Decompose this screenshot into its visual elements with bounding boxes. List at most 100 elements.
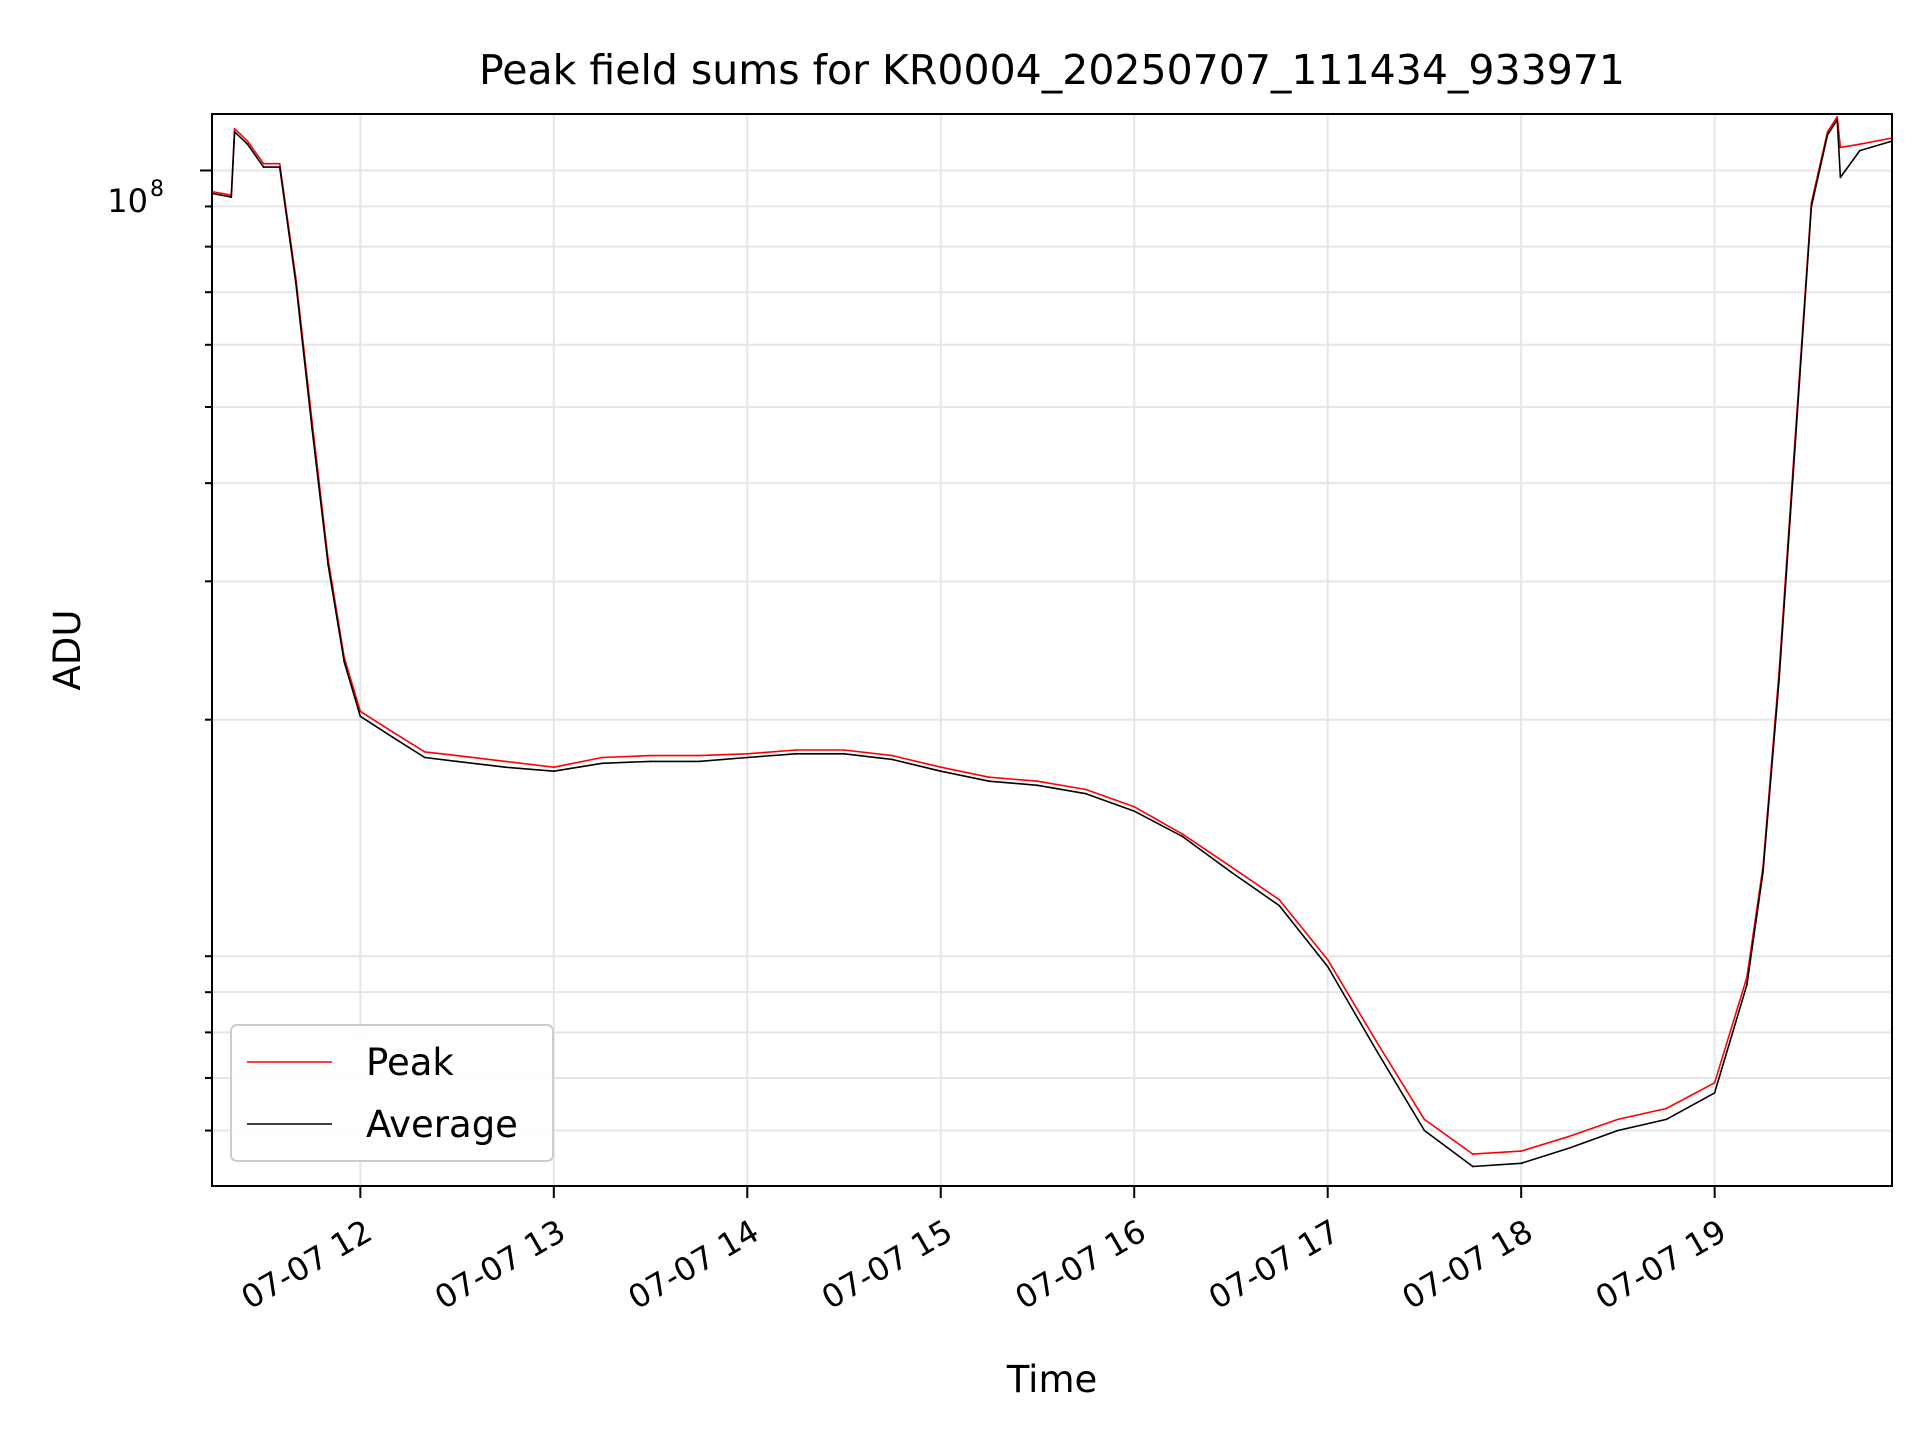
data-point-peak (1085, 788, 1087, 791)
data-point-average (1762, 871, 1764, 873)
data-point-peak (1568, 1135, 1571, 1138)
x-tick-label: 07-07 19 (1589, 1212, 1733, 1317)
data-point-average (1520, 1162, 1523, 1165)
data-point-average (1794, 442, 1797, 444)
series-line-average (211, 119, 1893, 1168)
y-tick-exponent: 8 (150, 177, 164, 202)
data-point-average (391, 736, 394, 739)
data-point-peak (988, 776, 990, 779)
data-point-average (746, 756, 749, 759)
data-point-average (1133, 810, 1136, 812)
data-point-average (1471, 1165, 1474, 1168)
data-point-average (1858, 149, 1861, 152)
data-point-average (456, 760, 458, 763)
legend-label-average: Average (366, 1103, 518, 1146)
data-point-average (278, 166, 281, 169)
y-axis-label: ADU (46, 610, 89, 691)
data-point-average (311, 427, 313, 429)
x-tick-label: 07-07 17 (1202, 1212, 1346, 1317)
data-point-average (794, 752, 797, 755)
data-point-average (343, 660, 346, 663)
data-point-peak (1713, 1081, 1716, 1084)
data-point-average (1423, 1129, 1426, 1132)
x-tick-label: 07-07 12 (235, 1212, 379, 1317)
plot-frame (211, 113, 1893, 1187)
data-point-peak (391, 731, 394, 733)
data-point-average (1375, 1049, 1377, 1051)
data-point-peak (1858, 143, 1861, 146)
x-tick-label: 07-07 16 (1009, 1212, 1153, 1317)
data-point-average (552, 770, 555, 773)
data-point-peak (246, 140, 249, 143)
data-point-peak (1839, 146, 1842, 149)
x-axis-label: Time (1006, 1358, 1098, 1401)
data-point-peak (552, 766, 555, 769)
y-tick-label-1e8: 10 8 (107, 177, 164, 220)
data-point-peak (1278, 898, 1281, 901)
legend-box (230, 1024, 554, 1162)
data-point-average (1746, 983, 1748, 986)
x-tick-label: 07-07 18 (1396, 1212, 1540, 1317)
data-point-peak (1375, 1040, 1377, 1042)
data-point-average (1181, 835, 1184, 838)
data-point-average (423, 756, 426, 759)
legend-label-peak: Peak (366, 1041, 454, 1084)
data-point-peak (262, 162, 265, 165)
data-point-peak (1423, 1118, 1426, 1121)
data-point-average (1665, 1118, 1668, 1121)
data-point-peak (423, 751, 426, 753)
data-point-peak (1471, 1153, 1474, 1155)
data-point-average (891, 758, 894, 761)
data-point-average (1230, 871, 1232, 873)
data-point-peak (1665, 1107, 1668, 1110)
data-point-peak (1617, 1118, 1619, 1121)
data-point-peak (601, 756, 604, 759)
data-point-peak (939, 766, 942, 769)
data-point-average (939, 770, 942, 773)
data-point-average (262, 166, 265, 169)
data-point-average (1826, 134, 1829, 136)
data-point-peak (504, 760, 507, 763)
data-point-average (230, 196, 233, 199)
data-point-average (1085, 792, 1087, 795)
data-point-average (1836, 118, 1839, 121)
data-point-peak (891, 754, 894, 757)
data-point-average (843, 752, 845, 755)
y-tick-base: 10 (107, 182, 148, 220)
x-tick-label: 07-07 14 (622, 1212, 766, 1317)
data-point-average (246, 143, 249, 146)
data-point-peak (359, 710, 362, 713)
data-point-peak (1836, 116, 1839, 118)
data-point-average (233, 130, 236, 133)
data-point-peak (649, 754, 652, 757)
data-point-average (294, 281, 297, 284)
x-tick-label: 07-07 13 (428, 1212, 572, 1317)
data-point-average (327, 563, 329, 566)
data-point-average (1810, 205, 1813, 208)
data-point-peak (698, 754, 700, 757)
data-point-average (504, 766, 507, 769)
data-point-peak (1133, 805, 1136, 808)
data-point-peak (794, 749, 797, 751)
data-point-average (698, 760, 700, 763)
data-point-average (1326, 965, 1329, 968)
chart-title: Peak field sums for KR0004_20250707_1114… (479, 46, 1625, 94)
data-point-peak (1181, 833, 1184, 836)
data-point-peak (1520, 1150, 1523, 1152)
data-point-average (1278, 904, 1281, 907)
data-point-average (649, 760, 652, 763)
data-point-average (1568, 1147, 1571, 1149)
data-point-peak (1036, 780, 1039, 783)
x-tick-label: 07-07 15 (815, 1212, 959, 1317)
legend: Peak Average (230, 1024, 554, 1162)
data-point-peak (746, 752, 749, 755)
data-point-average (988, 780, 990, 783)
data-point-peak (278, 162, 281, 165)
data-point-average (1839, 176, 1842, 179)
data-point-peak (456, 754, 458, 757)
data-point-average (1036, 784, 1039, 787)
data-point-average (1778, 678, 1780, 681)
data-point-average (1617, 1129, 1619, 1132)
series-group (211, 116, 1893, 1168)
